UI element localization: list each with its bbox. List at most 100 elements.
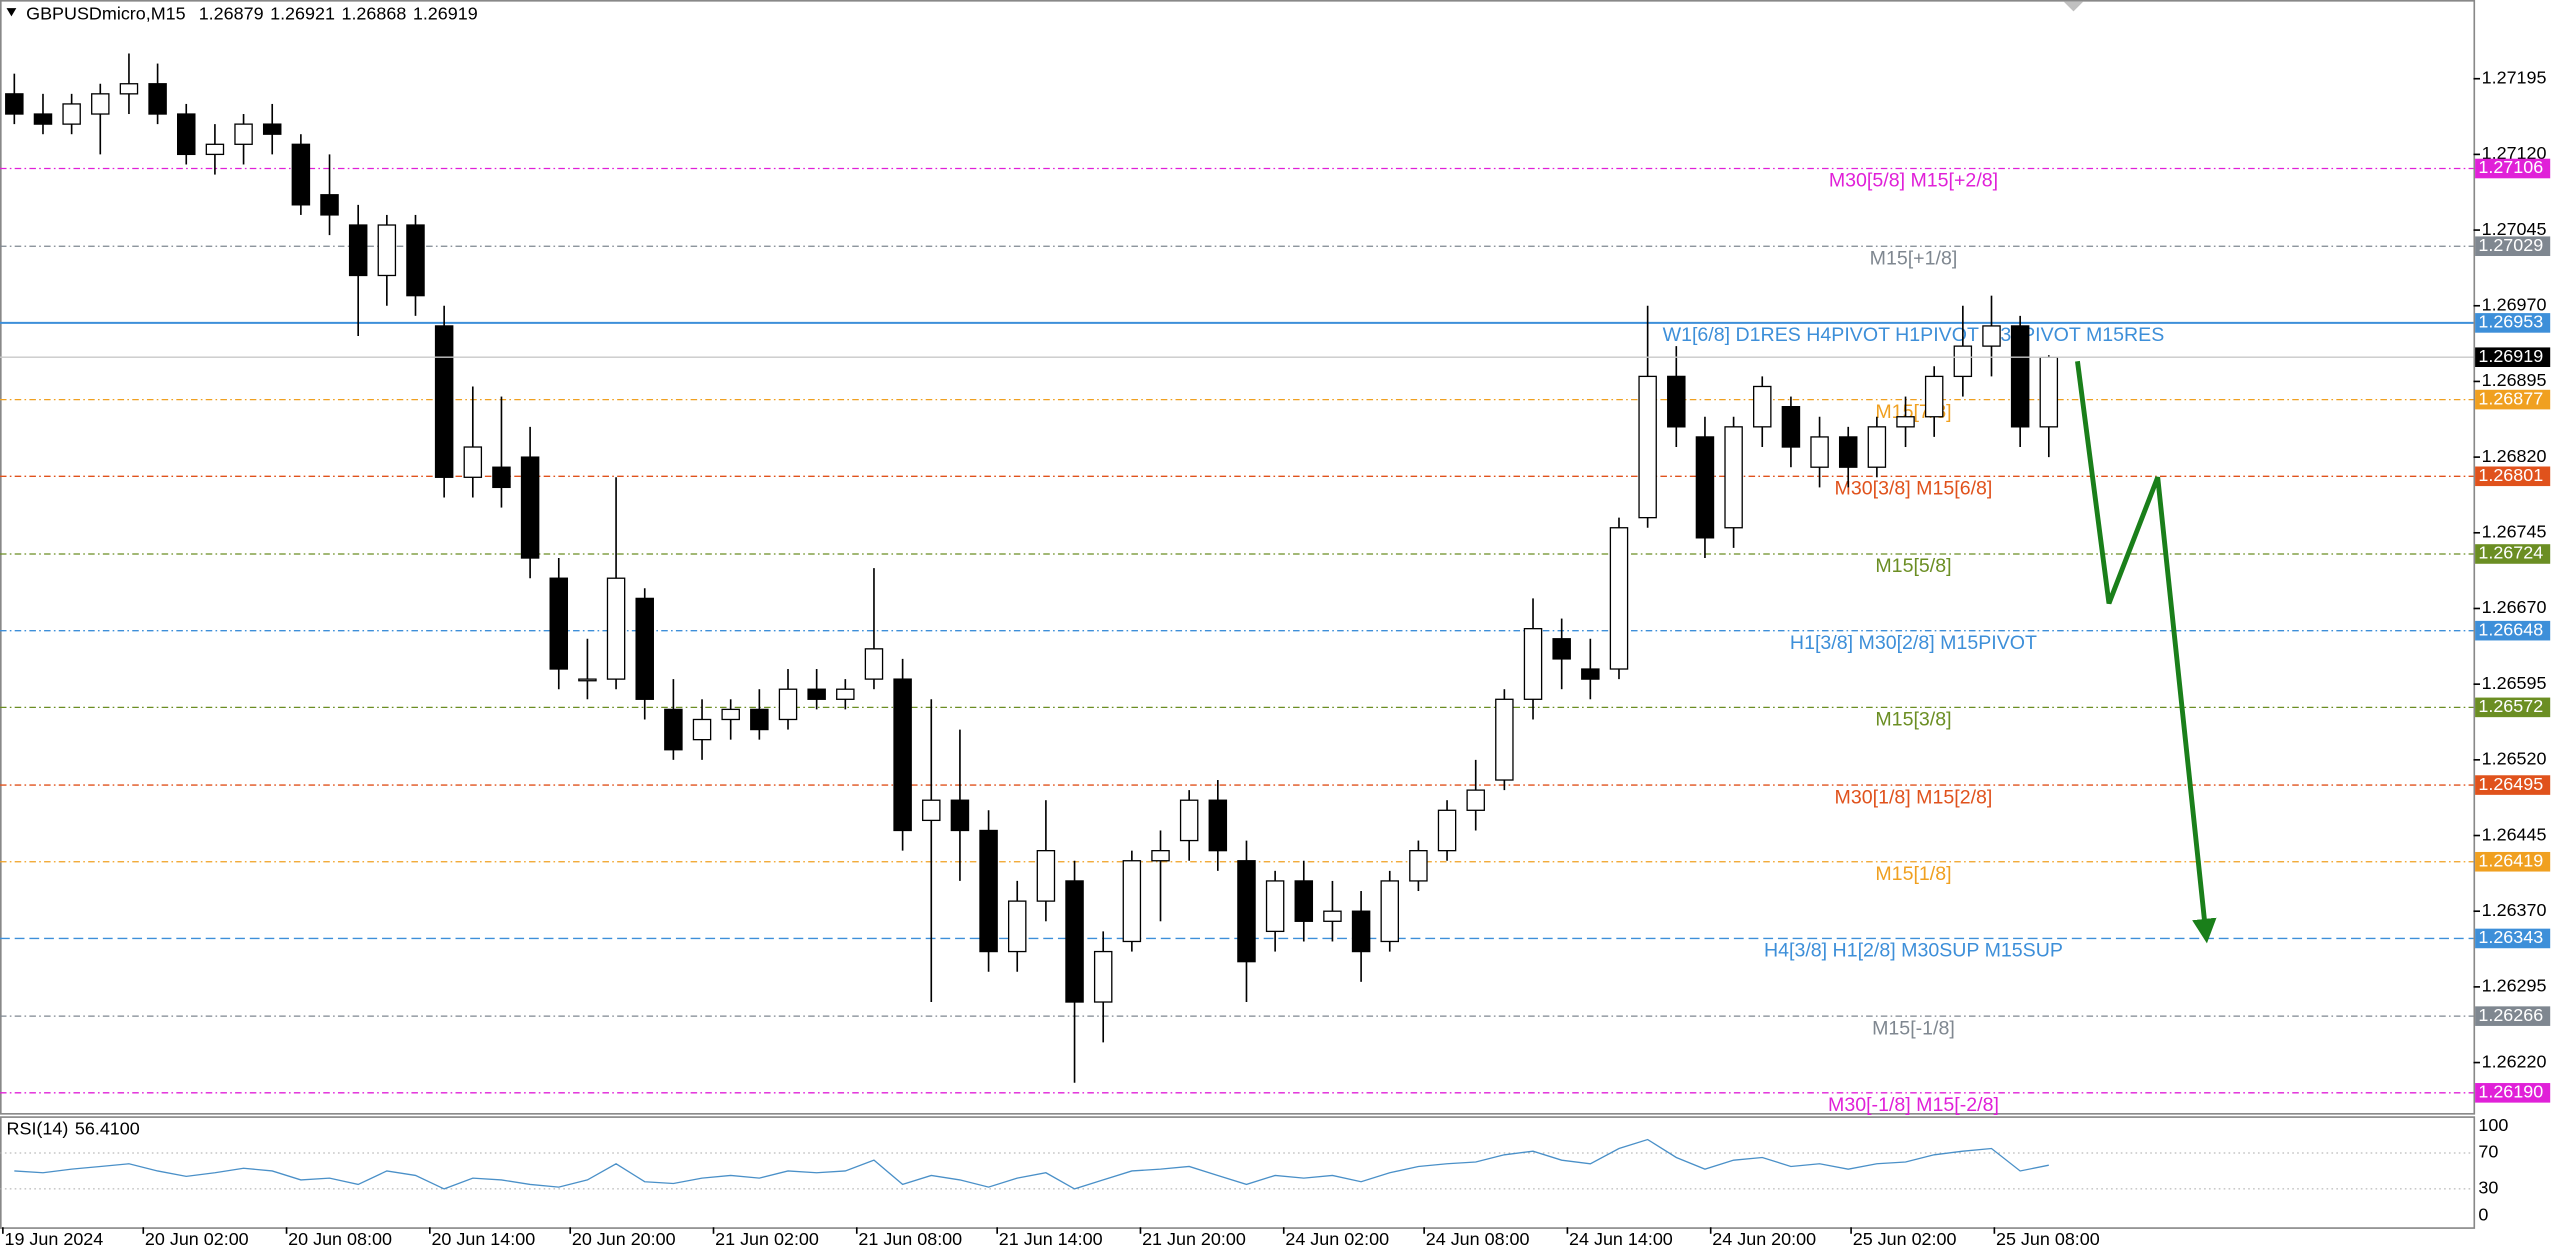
candle-body	[463, 446, 483, 478]
menu-triangle[interactable]	[6, 8, 17, 17]
level-label: M30[1/8] M15[2/8]	[1835, 786, 1993, 808]
forecast-arrow	[2075, 360, 2217, 944]
rsi-value: 56.4100	[75, 1118, 140, 1138]
candle-body	[1466, 789, 1485, 811]
candle-body	[1409, 850, 1428, 882]
current-price-label: 1.26919	[2478, 346, 2543, 366]
candle-body	[1838, 436, 1858, 468]
candle-body	[1323, 910, 1342, 922]
candle-body	[1638, 375, 1657, 519]
candle-body	[520, 456, 540, 559]
x-tick-label: 20 Jun 02:00	[145, 1229, 249, 1249]
x-tick-label: 24 Jun 02:00	[1285, 1229, 1389, 1249]
candle-body	[33, 113, 53, 125]
candle-body	[578, 678, 597, 682]
x-tick-label: 20 Jun 20:00	[572, 1229, 676, 1249]
y-tick-label: 1.26745	[2482, 522, 2547, 542]
candle-body	[62, 103, 81, 125]
rsi-line	[14, 1138, 2049, 1190]
level-label: M15[1/8]	[1875, 863, 1951, 885]
candle-body	[1065, 880, 1084, 1003]
price-box	[2475, 851, 2551, 872]
price-box	[2475, 1083, 2551, 1103]
candle-body	[549, 577, 569, 670]
candle-body	[1896, 416, 1915, 428]
candle-body	[1924, 375, 1944, 418]
y-tick-label: 1.27045	[2482, 219, 2547, 239]
price-box-label: 1.26343	[2478, 927, 2543, 947]
candle-body	[1695, 436, 1715, 539]
candle-body	[5, 93, 24, 115]
rsi-tick-label: 30	[2478, 1178, 2498, 1198]
rsi-name: RSI(14)	[7, 1118, 69, 1138]
price-box	[2475, 697, 2551, 718]
price-box-label: 1.26724	[2478, 543, 2543, 563]
y-tick-label: 1.26970	[2482, 294, 2547, 314]
x-tick-label: 25 Jun 08:00	[1996, 1229, 2100, 1249]
candle-body	[2039, 356, 2059, 428]
low-price: 1.26868	[341, 3, 406, 23]
y-tick-label: 1.27195	[2482, 67, 2547, 87]
x-tick-label: 20 Jun 14:00	[431, 1229, 535, 1249]
candle-body	[234, 123, 253, 145]
level-label: H4[3/8] H1[2/8] M30SUP M15SUP	[1764, 940, 2063, 962]
candle-body	[1122, 860, 1142, 943]
price-box-label: 1.26877	[2478, 388, 2543, 408]
candle-body	[1380, 880, 1399, 943]
candle-body	[893, 678, 912, 832]
rsi-tick-label: 70	[2478, 1142, 2498, 1162]
x-tick-label: 24 Jun 20:00	[1712, 1229, 1816, 1249]
candle-body	[119, 83, 139, 95]
price-box	[2475, 620, 2551, 641]
candle-body	[320, 194, 339, 216]
price-box-label: 1.26190	[2478, 1082, 2543, 1102]
candle-body	[1151, 850, 1170, 862]
candle-body	[836, 688, 855, 700]
symbol: GBPUSDmicro,M15	[26, 3, 186, 23]
candle-body	[262, 123, 282, 135]
candle-body	[1036, 850, 1056, 902]
main-pane-border	[0, 0, 2476, 1115]
candle-body	[406, 224, 425, 297]
x-tick-label: 21 Jun 14:00	[999, 1229, 1103, 1249]
y-tick-label: 1.26595	[2482, 673, 2547, 693]
candle-body	[1810, 436, 1829, 468]
level-label: M30[5/8] M15[+2/8]	[1829, 170, 1998, 192]
price-box	[2475, 466, 2551, 487]
candle-body	[1437, 809, 1457, 852]
level-label: M15[5/8]	[1875, 555, 1951, 577]
x-tick-label: 20 Jun 08:00	[288, 1229, 392, 1249]
x-tick-label: 21 Jun 02:00	[715, 1229, 819, 1249]
level-label: M30[3/8] M15[6/8]	[1835, 478, 1993, 500]
price-box	[2475, 158, 2551, 179]
candle-body	[1724, 426, 1743, 529]
candle-body	[1609, 527, 1629, 670]
price-box-label: 1.27029	[2478, 235, 2543, 255]
close-price: 1.26919	[413, 3, 478, 23]
candle-body	[1093, 950, 1113, 1003]
candle-body	[635, 597, 654, 700]
x-tick-label: 24 Jun 08:00	[1426, 1229, 1530, 1249]
price-box-label: 1.26266	[2478, 1005, 2543, 1025]
y-tick-label: 1.26820	[2482, 446, 2547, 466]
candle-body	[1523, 628, 1543, 700]
price-box	[2475, 928, 2551, 949]
candle-body	[922, 799, 941, 822]
candle-body	[348, 224, 368, 277]
y-tick-label: 1.26445	[2482, 824, 2547, 844]
price-box-label: 1.26953	[2478, 312, 2543, 332]
candle-body	[1953, 345, 1973, 378]
y-tick-label: 1.26520	[2482, 749, 2547, 769]
candle-body	[1237, 860, 1256, 963]
candle-body	[750, 708, 769, 731]
shift-marker	[2063, 1, 2084, 12]
candle-body	[1294, 880, 1314, 922]
chart-header: GBPUSDmicro,M15 1.26879 1.26921 1.26868 1.26…	[26, 3, 478, 23]
high-price: 1.26921	[270, 3, 335, 23]
price-box-label: 1.26495	[2478, 774, 2543, 794]
price-box	[2475, 1006, 2551, 1026]
x-tick-label: 24 Jun 14:00	[1569, 1229, 1673, 1249]
candle-body	[148, 83, 167, 115]
price-box-label: 1.26419	[2478, 850, 2543, 870]
